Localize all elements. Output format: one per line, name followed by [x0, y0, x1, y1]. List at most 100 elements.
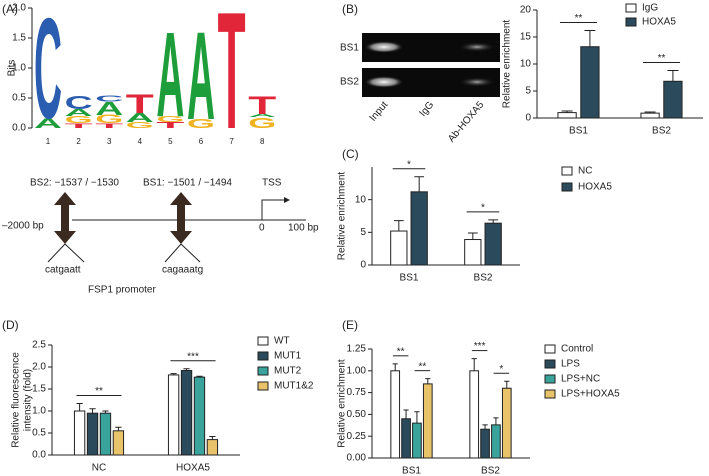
significance-label: **	[95, 386, 103, 397]
legend-swatch	[544, 374, 556, 384]
legend-label: MUT1&2	[274, 381, 314, 392]
bar	[480, 428, 490, 459]
y-tick-label: 2.0	[12, 3, 26, 14]
y-tick-label: 10	[355, 194, 367, 205]
logo-letter: T	[126, 89, 154, 119]
panel-label: (D)	[2, 318, 19, 332]
logo-letter: T	[65, 122, 93, 129]
zero-label: 0	[259, 223, 265, 234]
significance-label: **	[658, 53, 666, 64]
legend-swatch	[625, 3, 637, 13]
gel-band	[458, 42, 496, 52]
x-tick-label: BS1	[402, 466, 421, 476]
bar	[469, 370, 480, 459]
significance-label: *	[499, 364, 503, 375]
y-axis-label: intensity (fold)	[23, 369, 34, 431]
bar	[410, 191, 428, 266]
x-tick-label: 6	[199, 137, 204, 146]
y-axis-label: Relative fluorescence	[11, 352, 22, 448]
x-tick-label: NC	[92, 463, 106, 474]
lane-label: Input	[368, 99, 391, 123]
end-label: 100 bp	[288, 223, 319, 234]
y-tick-label: 5	[360, 227, 366, 238]
logo-letter: C	[65, 93, 93, 113]
y-tick-label: 1.00	[347, 365, 367, 376]
legend-swatch	[257, 381, 269, 391]
bar	[73, 410, 86, 456]
x-tick-label: BS1	[569, 126, 588, 137]
promoter-diagram: BS2: −1537 / −1530 BS1: −1501 / −1494 –2…	[2, 178, 319, 296]
error-bar	[393, 220, 404, 232]
error-bar	[488, 219, 499, 224]
logo-letter: T	[248, 92, 276, 120]
panel-label: (E)	[342, 318, 358, 332]
y-tick-label: 0	[360, 260, 366, 271]
site-arrow	[54, 192, 76, 244]
logo-letter: C	[95, 94, 123, 103]
logo-letter: A	[248, 113, 276, 118]
error-bar	[584, 30, 596, 47]
y-axis-label: Relative enrichment	[337, 172, 348, 261]
error-bar	[471, 358, 477, 371]
panel-label: (A)	[2, 2, 18, 16]
lane-label: IgG	[418, 99, 437, 119]
gel: BS1 BS2 Input IgG Ab-HOXA5	[340, 33, 500, 145]
y-tick-label: 0.0	[32, 450, 46, 461]
legend-swatch	[544, 389, 556, 399]
y-tick-label: 1.5	[32, 384, 46, 395]
significance-label: **	[418, 361, 426, 372]
site-arrow	[170, 192, 192, 244]
site-label: BS1: −1501 / −1494	[143, 178, 232, 189]
legend-label: HOXA5	[642, 17, 676, 28]
bar	[86, 412, 99, 456]
bar	[390, 230, 408, 266]
error-bar	[425, 378, 431, 384]
legend-swatch	[257, 366, 269, 376]
start-label: –2000 bp	[2, 221, 44, 232]
bar	[491, 424, 501, 459]
significance-label: ***	[474, 341, 486, 352]
lane-label: Ab-HOXA5	[446, 99, 487, 144]
error-bar	[89, 408, 96, 414]
significance-label: *	[407, 159, 411, 170]
bar	[99, 412, 112, 456]
bar	[193, 376, 206, 456]
significance-label: **	[575, 13, 583, 24]
x-tick-label: BS2	[481, 466, 500, 476]
y-axis-label: Bits	[7, 60, 18, 77]
bar	[206, 439, 219, 456]
y-axis-label: Relative enrichment	[502, 20, 513, 109]
sequence-label: catgaatt	[45, 265, 81, 276]
y-tick-label: 0.5	[12, 93, 26, 104]
logo-letter: T	[95, 122, 123, 129]
legend-swatch	[544, 359, 556, 369]
bar	[557, 112, 577, 119]
x-tick-label: 8	[260, 137, 265, 146]
x-tick-label: 7	[229, 137, 234, 146]
bar	[112, 430, 125, 456]
significance-label: *	[481, 203, 485, 214]
logo-letter: A	[187, 6, 215, 146]
bar	[180, 370, 193, 456]
legend-label: IgG	[642, 3, 658, 14]
legend-label: HOXA5	[578, 182, 612, 193]
logo-letter: A	[34, 116, 62, 132]
error-bar	[115, 426, 122, 431]
y-tick-label: 1.25	[347, 344, 367, 355]
promoter-name: FSP1 promoter	[88, 285, 156, 296]
bar	[663, 80, 683, 119]
legend-label: LPS	[561, 359, 580, 370]
error-bar	[482, 424, 488, 430]
legend-swatch	[625, 17, 637, 27]
bar	[412, 422, 422, 459]
gel-band	[458, 77, 496, 87]
gel-row-label: BS2	[340, 77, 359, 88]
y-tick-label: 1.0	[32, 406, 46, 417]
error-bar	[170, 373, 177, 375]
bar	[401, 418, 411, 459]
error-bar	[467, 232, 478, 240]
y-axis-label: Relative enrichment	[337, 359, 348, 448]
logo-letter: T	[156, 121, 184, 130]
logo-letter: T	[218, 0, 246, 163]
legend-swatch	[257, 336, 269, 346]
